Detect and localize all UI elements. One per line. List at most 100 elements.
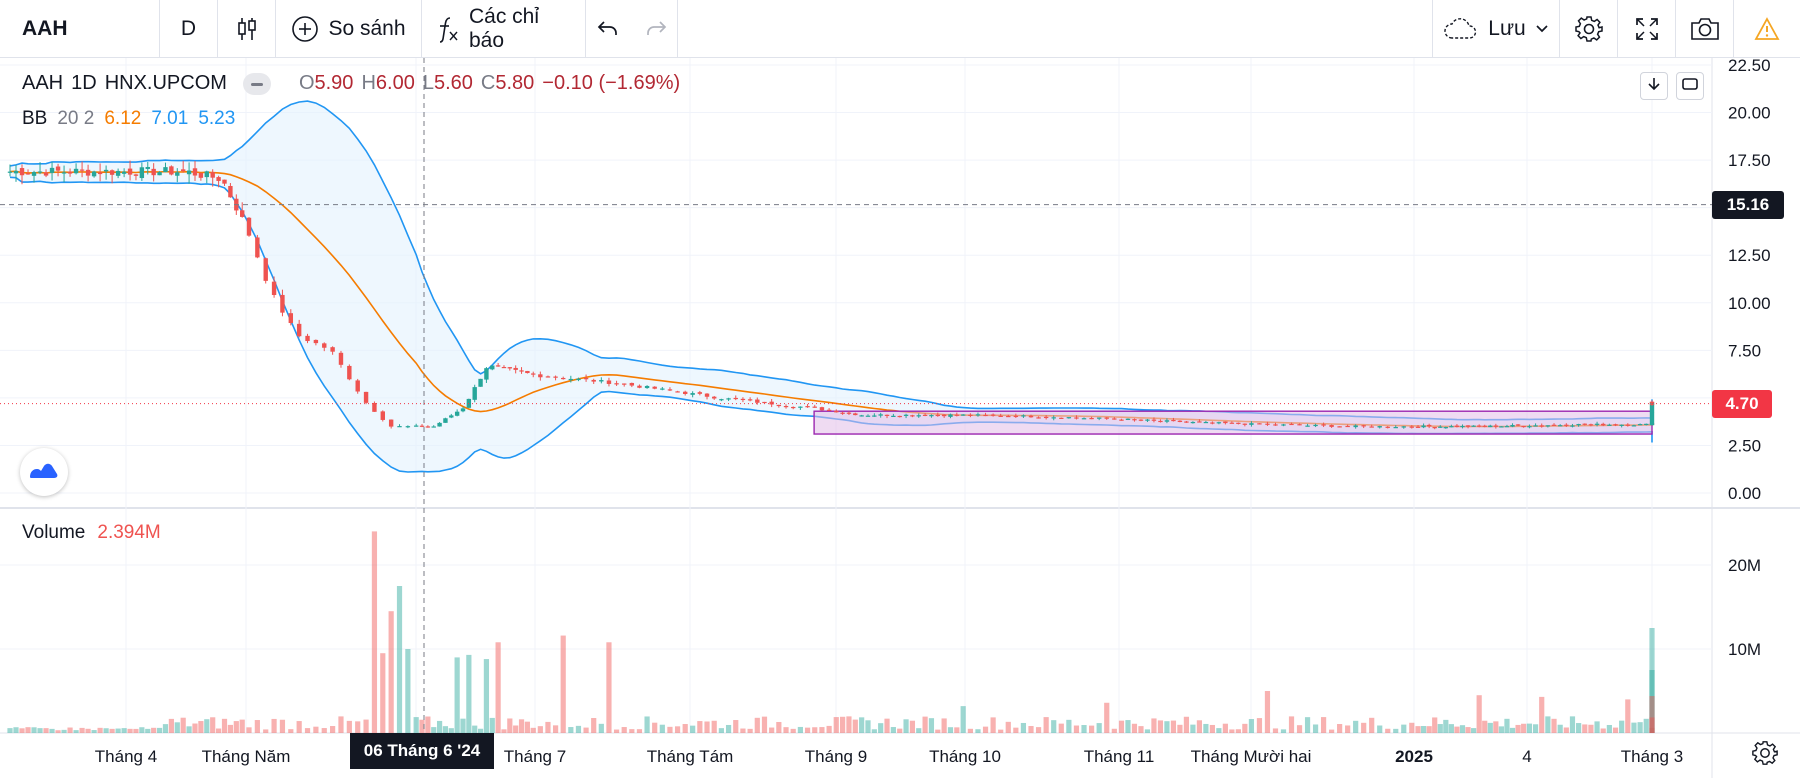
snapshot-button[interactable]	[1676, 0, 1734, 58]
hide-series-icon[interactable]	[242, 72, 271, 95]
volume-bar	[156, 727, 163, 733]
candle	[941, 414, 947, 418]
candle-body	[1401, 426, 1406, 428]
candle-body	[1203, 421, 1209, 424]
volume-bar	[928, 718, 935, 733]
candle-body	[79, 169, 85, 171]
volume-bar	[1248, 719, 1255, 733]
candle-body	[1533, 425, 1538, 427]
candle	[1443, 426, 1449, 429]
candle-body	[388, 419, 394, 427]
volume-bar	[878, 723, 884, 733]
redo-icon[interactable]	[644, 19, 668, 39]
candle	[1570, 423, 1575, 428]
candle-body	[1576, 424, 1581, 426]
candle-body	[109, 170, 115, 175]
candle-body	[425, 426, 431, 428]
candle	[798, 406, 803, 410]
indicators-button[interactable]: Các chỉ báo	[422, 0, 586, 58]
volume-bar	[1242, 723, 1248, 733]
undo-icon[interactable]	[596, 19, 620, 39]
time-tick-label: 4	[1522, 747, 1531, 766]
candle	[1644, 423, 1649, 426]
candle-body	[1601, 423, 1606, 426]
volume-bar	[833, 717, 839, 733]
volume-bar	[454, 657, 460, 733]
candle	[1377, 425, 1382, 429]
volume-bar	[1144, 729, 1151, 733]
candle-body	[1081, 418, 1087, 420]
candle-body	[145, 166, 150, 169]
scroll-down-button[interactable]	[1640, 72, 1668, 100]
candle-body	[7, 171, 13, 173]
volume-bar	[1013, 727, 1019, 733]
volume-bar	[1532, 724, 1539, 733]
volume-legend[interactable]: Volume 2.394M	[22, 522, 161, 544]
interval-button[interactable]: D	[160, 0, 218, 58]
volume-bar	[55, 730, 61, 733]
volume-bar	[513, 725, 519, 733]
candle	[1104, 417, 1109, 420]
time-tick-label: Tháng 4	[95, 747, 157, 766]
candle	[1504, 424, 1510, 428]
volume-bar	[1096, 723, 1102, 733]
volume-bar	[1619, 720, 1625, 733]
chart-settings-button[interactable]	[1748, 738, 1782, 772]
candle	[1074, 415, 1079, 420]
warning-button[interactable]	[1734, 0, 1800, 58]
candle	[591, 378, 596, 384]
candle	[1493, 423, 1499, 429]
bb-legend[interactable]: BB 20 2 6.12 7.01 5.23	[22, 108, 235, 130]
fullscreen-button[interactable]	[1618, 0, 1676, 58]
candle	[704, 393, 710, 400]
candle-body	[1074, 417, 1079, 419]
volume-bar	[725, 724, 732, 733]
save-button[interactable]: Lưu	[1432, 0, 1560, 58]
candle	[755, 397, 760, 405]
candle-body	[1028, 415, 1034, 418]
compare-button[interactable]: So sánh	[276, 0, 422, 58]
settings-button[interactable]	[1560, 0, 1618, 58]
candle-body	[853, 413, 858, 416]
candle-body	[1438, 426, 1443, 428]
candle	[675, 390, 680, 393]
candle-body	[1644, 423, 1649, 425]
candle-body	[599, 380, 604, 382]
volume-bar	[804, 727, 811, 733]
candle	[878, 412, 883, 418]
volume-bar	[1035, 727, 1042, 733]
candle	[1564, 423, 1569, 427]
candle-body	[1119, 419, 1124, 421]
candle	[61, 165, 67, 183]
candle-body	[347, 365, 352, 380]
candle	[1409, 425, 1414, 429]
candle-body	[175, 172, 180, 176]
candle	[1471, 425, 1476, 427]
candle-body	[222, 179, 227, 184]
candle	[513, 365, 518, 374]
volume-bar	[1487, 722, 1493, 733]
candle	[495, 363, 501, 367]
candle-body	[1415, 426, 1421, 428]
maximize-pane-button[interactable]	[1676, 72, 1704, 100]
candle-body	[1337, 426, 1342, 428]
candle	[443, 417, 448, 423]
chart-type-button[interactable]	[218, 0, 276, 58]
candle-body	[1013, 415, 1019, 418]
candle	[1190, 421, 1196, 424]
candle	[1164, 418, 1170, 424]
candle	[1242, 423, 1248, 427]
symbol-search-button[interactable]: AAH	[0, 0, 160, 58]
candle-body	[1649, 403, 1655, 405]
candle-body	[454, 411, 460, 416]
candle	[49, 161, 55, 181]
candle-body	[954, 414, 960, 416]
save-label: Lưu	[1488, 16, 1526, 40]
volume-bar	[1320, 717, 1327, 733]
candle-body	[1297, 424, 1302, 426]
candle	[271, 276, 277, 298]
tradingview-logo[interactable]	[20, 448, 68, 496]
volume-bar	[507, 718, 513, 733]
candle-body	[449, 415, 454, 418]
